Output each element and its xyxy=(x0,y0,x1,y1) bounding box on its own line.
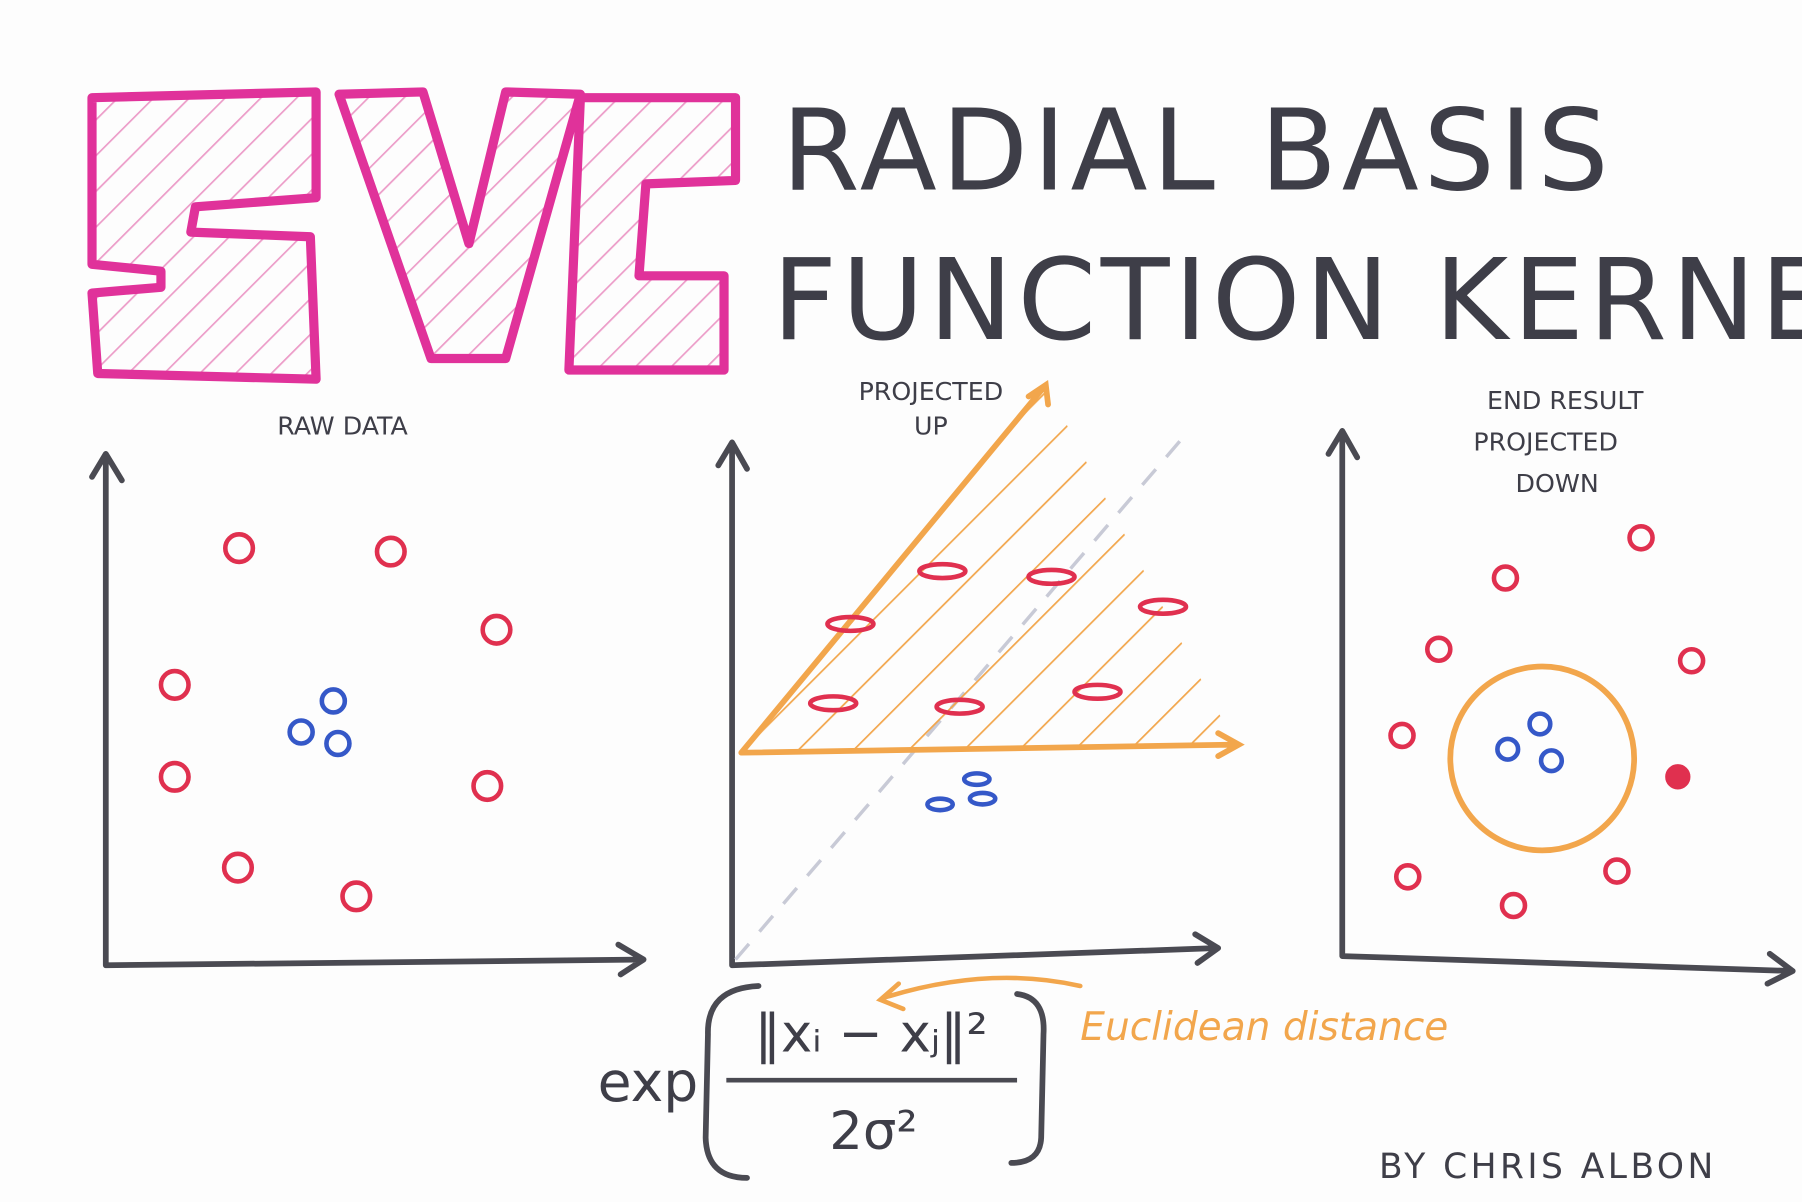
logo-letter-v xyxy=(334,87,585,364)
data-point xyxy=(807,694,859,713)
data-point xyxy=(1491,564,1520,592)
data-point xyxy=(374,535,407,568)
data-point xyxy=(1495,736,1521,762)
data-point xyxy=(324,729,352,758)
data-point xyxy=(1527,711,1553,737)
formula-numerator: ‖xᵢ − xⱼ‖² xyxy=(755,1003,988,1064)
data-point xyxy=(1603,857,1631,885)
annotation-arrow xyxy=(875,975,1083,1012)
data-point xyxy=(1026,567,1077,587)
data-point xyxy=(925,796,956,813)
credit: BY CHRIS ALBON xyxy=(1379,1147,1717,1187)
panel-label: RAW DATA xyxy=(277,411,408,440)
data-point xyxy=(340,880,373,913)
data-point xyxy=(223,532,256,565)
axes xyxy=(1325,428,1796,987)
data-point xyxy=(158,760,191,793)
formula-annotation: Euclidean distance xyxy=(1080,1005,1448,1050)
plane-edges xyxy=(738,379,1245,760)
panel-label: PROJECTED xyxy=(859,377,1004,406)
logo-letter-c xyxy=(564,93,741,375)
panel-label: DOWN xyxy=(1516,469,1599,498)
formula-denominator: 2σ² xyxy=(829,1101,917,1162)
data-point xyxy=(967,790,998,807)
data-point xyxy=(825,614,876,634)
data-point xyxy=(287,718,315,746)
panel-label: UP xyxy=(914,411,948,440)
data-point xyxy=(221,851,255,884)
data-point xyxy=(1627,524,1655,552)
data-point xyxy=(961,771,992,788)
logo-text: SVC xyxy=(414,229,416,231)
title-line: RADIAL BASIS xyxy=(781,85,1613,217)
data-point xyxy=(917,561,968,581)
formula: exp ‖xᵢ − xⱼ‖² 2σ² Euclidean distance xyxy=(598,975,1448,1181)
panel-label: END RESULT xyxy=(1487,386,1644,415)
data-point xyxy=(1499,891,1528,920)
decision-boundary xyxy=(1447,663,1638,854)
data-point xyxy=(1137,597,1189,616)
panel-label: PROJECTED xyxy=(1473,427,1618,456)
formula-prefix: exp xyxy=(598,1051,699,1115)
data-point xyxy=(1072,682,1123,701)
data-point xyxy=(1388,721,1416,750)
data-point xyxy=(471,769,504,803)
data-point xyxy=(1538,748,1565,774)
data-points xyxy=(158,524,1706,920)
panel-labels: RAW DATA PROJECTED UP END RESULT PROJECT… xyxy=(277,377,1644,498)
bracket xyxy=(1008,991,1047,1166)
decision-plane xyxy=(741,384,1236,753)
data-point xyxy=(1425,635,1453,664)
data-point xyxy=(319,687,348,715)
data-point xyxy=(1665,764,1691,790)
data-point xyxy=(480,613,513,646)
data-point xyxy=(1677,646,1706,675)
axes xyxy=(89,451,647,978)
bracket xyxy=(702,983,762,1181)
svc-logo xyxy=(87,87,741,384)
title-line: FUNCTION KERNEL xyxy=(772,234,1802,366)
data-point xyxy=(1393,863,1422,891)
axes xyxy=(715,439,1222,969)
data-point xyxy=(158,668,191,701)
data-point xyxy=(934,697,985,716)
logo-letter-s xyxy=(87,87,321,384)
